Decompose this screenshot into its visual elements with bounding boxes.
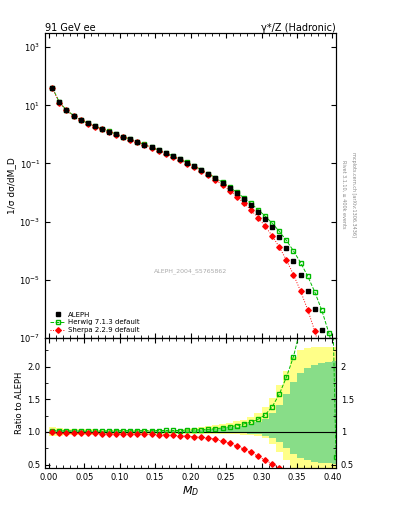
Text: 91 GeV ee: 91 GeV ee (45, 23, 96, 32)
Text: Rivet 3.1.10, ≥ 400k events: Rivet 3.1.10, ≥ 400k events (341, 160, 346, 229)
Legend: ALEPH, Herwig 7.1.3 default, Sherpa 2.2.9 default: ALEPH, Herwig 7.1.3 default, Sherpa 2.2.… (49, 310, 141, 334)
Text: ALEPH_2004_S5765862: ALEPH_2004_S5765862 (154, 268, 227, 274)
Y-axis label: 1/σ dσ/dM_D: 1/σ dσ/dM_D (7, 157, 17, 214)
Y-axis label: Ratio to ALEPH: Ratio to ALEPH (15, 372, 24, 434)
X-axis label: $M_D$: $M_D$ (182, 484, 199, 498)
Text: mcplots.cern.ch [arXiv:1306.3436]: mcplots.cern.ch [arXiv:1306.3436] (351, 152, 356, 237)
Text: γ*/Z (Hadronic): γ*/Z (Hadronic) (261, 23, 336, 32)
